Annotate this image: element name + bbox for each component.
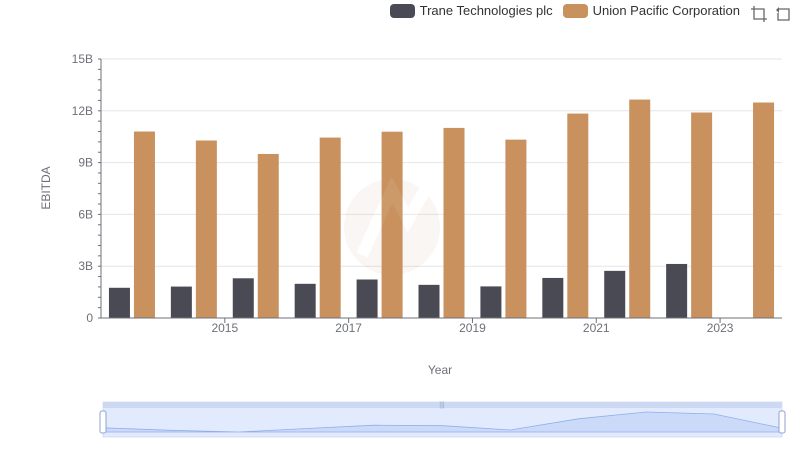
legend: Trane Technologies plc Union Pacific Cor… — [380, 3, 740, 18]
bar-union-pacific-2018[interactable] — [381, 131, 403, 318]
restore-icon[interactable] — [774, 5, 792, 23]
bar-trane-2014[interactable] — [108, 287, 130, 318]
x-tick-label: 2021 — [583, 321, 610, 335]
data-zoom-slider[interactable]: ||| — [99, 401, 786, 438]
legend-swatch-trane — [389, 3, 415, 18]
legend-item-union-pacific[interactable]: Union Pacific Corporation — [562, 3, 740, 18]
y-tick-label: 6B — [78, 207, 93, 221]
legend-label-union-pacific: Union Pacific Corporation — [592, 3, 740, 18]
bar-trane-2019[interactable] — [418, 284, 440, 318]
zoom-handle-left[interactable] — [99, 410, 107, 434]
bar-trane-2018[interactable] — [356, 279, 378, 318]
zoom-handle-right[interactable] — [778, 410, 786, 434]
y-tick-label: 3B — [78, 259, 93, 273]
x-tick-label: 2015 — [211, 321, 238, 335]
x-tick-label: 2023 — [707, 321, 734, 335]
bar-union-pacific-2020[interactable] — [505, 139, 527, 318]
bar-union-pacific-2015[interactable] — [195, 140, 217, 318]
bar-union-pacific-2021[interactable] — [567, 113, 589, 318]
legend-swatch-union-pacific — [562, 3, 588, 18]
data-zoom-icon[interactable] — [750, 5, 768, 23]
bars — [108, 99, 775, 319]
bar-trane-2021[interactable] — [542, 277, 564, 318]
bar-union-pacific-2023[interactable] — [691, 112, 713, 318]
bar-trane-2020[interactable] — [480, 286, 502, 318]
axes: 0 3B 6B 9B 12B 15B 2015 2017 2019 2021 2023 — [72, 52, 782, 335]
y-tick-label: 9B — [78, 156, 93, 170]
y-tick-label: 12B — [72, 104, 93, 118]
watermark-logo — [344, 176, 440, 275]
bar-union-pacific-2019[interactable] — [443, 127, 465, 318]
zoom-preview-area — [102, 411, 783, 433]
legend-label-trane: Trane Technologies plc — [419, 3, 553, 18]
y-tick-label: 15B — [72, 52, 93, 66]
bar-union-pacific-2022[interactable] — [629, 99, 651, 319]
bar-trane-2017[interactable] — [294, 283, 316, 318]
bar-trane-2015[interactable] — [170, 286, 192, 318]
bar-union-pacific-2024[interactable] — [753, 102, 775, 319]
x-axis-title: Year — [428, 363, 452, 377]
y-axis-title: EBITDA — [39, 166, 53, 209]
bar-trane-2023[interactable] — [666, 263, 688, 318]
bar-union-pacific-2016[interactable] — [257, 153, 279, 318]
x-tick-label: 2019 — [459, 321, 486, 335]
bar-trane-2022[interactable] — [604, 270, 626, 318]
y-tick-label: 0 — [86, 311, 93, 325]
bar-union-pacific-2017[interactable] — [319, 137, 341, 318]
x-tick-label: 2017 — [335, 321, 362, 335]
chart-toolbar — [744, 5, 792, 23]
zoom-grip[interactable]: ||| — [439, 402, 445, 409]
zoom-top-bar[interactable] — [103, 402, 782, 408]
legend-item-trane[interactable]: Trane Technologies plc — [389, 3, 553, 18]
bar-trane-2016[interactable] — [232, 278, 254, 318]
bar-union-pacific-2014[interactable] — [133, 131, 155, 318]
